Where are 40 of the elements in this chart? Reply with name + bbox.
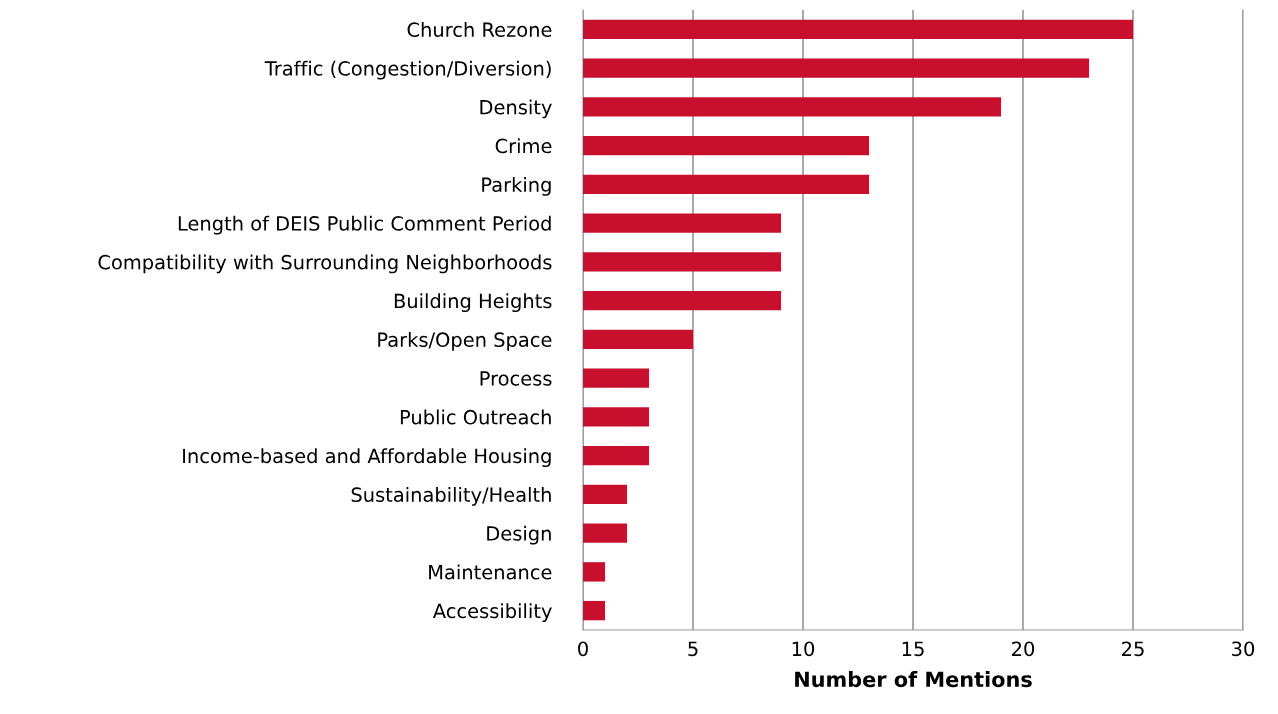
y-tick-label: Parks/Open Space [378, 331, 552, 351]
x-axis-title: Number of Mentions [795, 671, 1032, 688]
bar [583, 252, 781, 272]
bar [583, 562, 605, 582]
bar [583, 97, 1001, 117]
bar [583, 290, 781, 311]
y-tick-label: Parking [482, 176, 551, 196]
y-tick-label: Sustainability/Health [351, 486, 551, 506]
x-tick-label: 25 [1122, 641, 1144, 657]
y-tick-label: Traffic (Congestion/Diversion) [264, 60, 551, 80]
x-tick-label: 30 [1232, 641, 1255, 657]
x-tick-label: 5 [688, 641, 698, 657]
x-tick-label: 0 [578, 641, 588, 657]
bar [583, 213, 781, 233]
bar [583, 58, 1089, 78]
y-tick-label: Accessibility [432, 603, 552, 623]
y-tick-label: Length of DEIS Public Comment Period [178, 215, 551, 235]
bar [583, 600, 605, 621]
bar [583, 329, 693, 350]
y-tick-label: Compatibility with Surrounding Neighborhoods [98, 254, 552, 274]
y-tick-label: Church Rezone [407, 21, 552, 38]
bar [583, 174, 869, 195]
x-tick-label: 15 [902, 641, 924, 657]
y-tick-label: Design [487, 525, 551, 545]
bar [583, 484, 627, 505]
bar [583, 523, 627, 543]
bar [583, 135, 869, 156]
y-tick-label: Crime [495, 138, 552, 154]
bar [583, 19, 1133, 40]
x-tick-label: 20 [1012, 641, 1035, 657]
y-tick-label: Maintenance [429, 564, 552, 580]
bar [583, 445, 649, 466]
y-tick-label: Building Heights [394, 293, 552, 313]
y-tick-label: Process [480, 371, 552, 386]
bar [583, 407, 649, 427]
y-tick-label: Income-based and Affordable Housing [183, 448, 551, 468]
y-tick-label: Density [480, 99, 552, 119]
y-tick-label: Public Outreach [400, 409, 551, 425]
x-tick-label: 10 [792, 641, 815, 657]
bar [583, 368, 649, 388]
